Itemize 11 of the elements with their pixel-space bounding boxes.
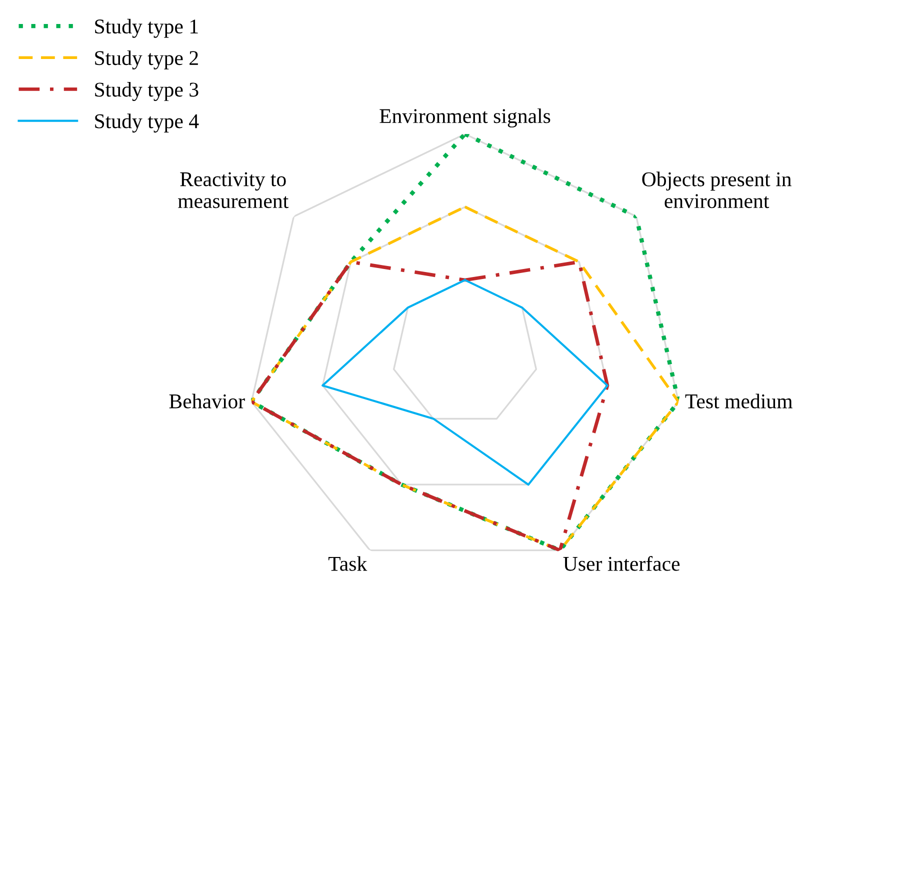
spoke-label: Test medium [685, 394, 792, 408]
spoke-label: Objects present in environment [642, 172, 792, 208]
spoke-label: Reactivity to measurement [178, 172, 289, 208]
spoke-label: Behavior [169, 394, 245, 408]
spoke-label: User interface [563, 556, 680, 571]
legend-label: Study type 1 [95, 18, 198, 38]
legend-label: Study type 3 [95, 82, 198, 101]
spoke-label: Task [328, 556, 368, 571]
spoke-label: Environment signals [380, 108, 550, 128]
legend-label: Study type 4 [95, 114, 199, 133]
legend-label: Study type 2 [95, 50, 198, 70]
